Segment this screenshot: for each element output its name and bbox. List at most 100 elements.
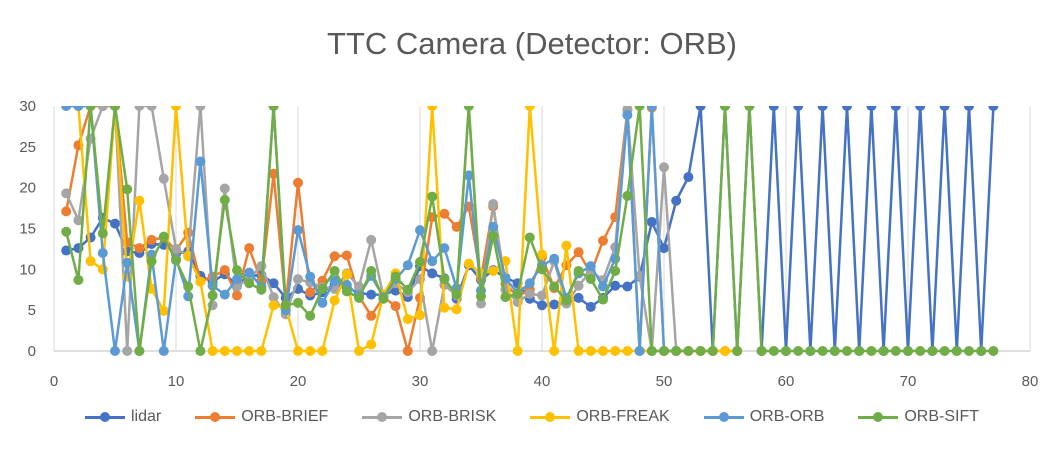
data-point [549,299,560,310]
data-point [232,346,242,356]
data-point [451,221,462,232]
data-point [598,281,608,292]
data-point [610,346,621,356]
data-point [146,234,157,245]
data-point [378,293,389,304]
data-point [732,346,743,356]
data-point [964,106,974,111]
data-point [402,346,413,356]
data-point [817,346,828,356]
data-point [390,285,401,296]
data-point [524,278,535,289]
data-point [268,278,279,289]
data-point [634,346,645,356]
data-point [110,346,120,356]
data-point [439,243,450,254]
y-tick-label: 25 [19,139,36,156]
data-point [573,280,584,291]
data-point [512,288,523,299]
data-point [646,216,657,227]
data-point [817,106,828,111]
data-point [402,260,413,271]
data-point [524,106,535,111]
data-point [500,292,511,303]
data-point [988,106,999,111]
data-point [476,298,486,309]
data-point [610,265,621,276]
data-point [122,346,133,356]
data-point [964,346,974,356]
data-point [232,274,242,285]
legend-label: ORB-BRIEF [241,408,329,425]
data-point [939,346,950,356]
data-point [73,106,84,111]
data-point [402,314,413,325]
data-point [158,231,169,242]
data-point [598,346,608,356]
data-point [158,346,169,356]
data-point [793,106,804,111]
data-point [317,346,328,356]
data-point [329,251,340,262]
data-point [158,173,169,184]
legend-swatch [703,411,744,423]
data-point [207,290,218,301]
data-point [61,206,72,217]
data-point [866,346,877,356]
data-point [768,346,779,356]
data-point [744,106,755,111]
data-point [878,346,889,356]
data-point [842,346,852,356]
data-point [134,195,145,206]
data-point [549,281,560,292]
data-point [293,346,303,356]
data-point [207,346,218,356]
data-point [549,253,560,264]
legend-swatch [858,411,899,423]
data-point [610,280,621,291]
x-tick-label: 20 [290,373,307,390]
data-point [85,106,96,111]
legend-item: ORB-FREAK [530,408,670,426]
data-point [110,106,120,111]
data-point [537,264,547,275]
data-point [476,291,486,302]
legend-swatch [362,411,403,423]
data-point [171,255,181,266]
legend-label: ORB-ORB [749,408,825,425]
data-point [537,290,547,301]
data-point [61,245,72,256]
data-point [366,339,377,350]
data-point [720,346,730,356]
data-point [268,300,279,311]
legend-item: ORB-BRISK [362,408,496,426]
data-point [366,234,377,245]
data-point [793,346,804,356]
data-point [598,294,608,305]
data-point [402,284,413,295]
data-point [61,226,72,237]
data-point [232,265,242,276]
data-point [415,256,425,267]
data-point [244,346,255,356]
legend-swatch [195,411,236,423]
data-point [268,106,279,111]
data-point [317,297,328,308]
legend-swatch [84,411,125,423]
data-point [317,283,328,294]
data-point [329,275,340,286]
data-point [951,346,962,356]
data-point [488,265,499,276]
y-tick-label: 0 [28,343,36,360]
y-tick-label: 30 [19,98,36,115]
data-point [415,310,425,321]
data-point [927,346,938,356]
data-point [427,268,438,279]
data-point [97,248,108,258]
data-point [842,106,852,111]
data-point [646,106,657,111]
legend-label: ORB-FREAK [576,408,670,425]
data-point [158,305,169,316]
data-point [268,168,279,179]
data-point [366,265,377,276]
